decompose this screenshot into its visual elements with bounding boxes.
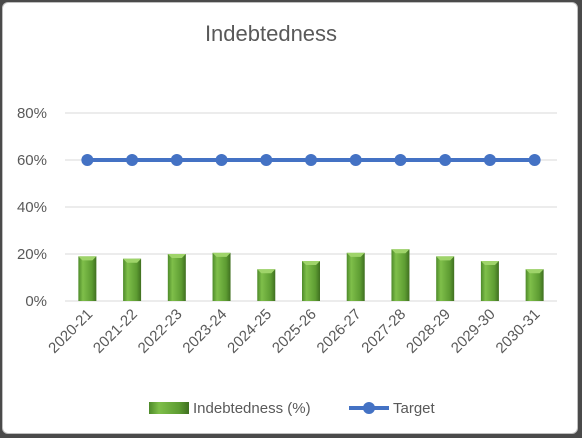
bar-body	[78, 256, 97, 301]
bar-bevel	[436, 256, 455, 261]
bar-bevel	[123, 258, 142, 263]
bar	[302, 261, 320, 301]
bar	[525, 269, 544, 301]
bar-body	[123, 258, 142, 301]
legend: Indebtedness (%) Target	[149, 400, 436, 417]
target-point	[215, 154, 228, 166]
x-tick-label: 2030-31	[493, 306, 544, 357]
target-point	[528, 154, 541, 166]
x-tick-label: 2029-30	[448, 306, 499, 357]
x-tick-label: 2020-21	[45, 306, 96, 357]
legend-swatch-indebtedness	[149, 402, 189, 414]
bar	[436, 256, 455, 301]
target-point	[260, 154, 273, 166]
chart-canvas: Indebtedness 0% 20% 40% 60% 80% 2020-212021-…	[17, 21, 557, 417]
bar	[123, 258, 142, 301]
y-axis-ticks: 0% 20% 40% 60% 80%	[17, 105, 47, 310]
bar-body	[525, 269, 544, 301]
x-tick-label: 2023-24	[179, 306, 230, 357]
x-tick-label: 2027-28	[358, 306, 409, 357]
bar-bevel	[346, 252, 365, 257]
bar	[480, 261, 499, 301]
bar-bevel	[167, 254, 186, 258]
y-tick-label: 60%	[17, 152, 47, 169]
bar	[257, 269, 276, 301]
bar-bevel	[257, 269, 276, 274]
x-axis-ticks: 2020-212021-222022-232023-242024-252025-…	[45, 306, 543, 357]
legend-swatch-target-marker	[363, 402, 375, 414]
bar-bevel	[212, 252, 231, 257]
legend-item-target: Target	[349, 400, 436, 417]
bar-body	[346, 252, 365, 301]
bar	[167, 254, 186, 301]
bar	[212, 252, 231, 301]
target-point	[170, 154, 183, 166]
target-point	[126, 154, 139, 166]
bar-body	[212, 252, 231, 301]
target-point	[439, 154, 452, 166]
y-tick-label: 0%	[25, 293, 47, 310]
chart-title: Indebtedness	[205, 21, 337, 46]
legend-item-indebtedness: Indebtedness (%)	[149, 400, 311, 417]
bar	[346, 252, 365, 301]
bar-bevel	[525, 269, 544, 274]
bar-body	[391, 249, 410, 301]
y-tick-label: 80%	[17, 105, 47, 122]
bar-bevel	[480, 261, 499, 266]
target-point	[81, 154, 94, 166]
legend-label-indebtedness: Indebtedness (%)	[193, 400, 311, 417]
bar-body	[257, 269, 276, 301]
x-tick-label: 2025-26	[269, 306, 320, 357]
x-tick-label: 2024-25	[224, 306, 275, 357]
target-point	[305, 154, 317, 166]
bar-bevel	[78, 256, 97, 261]
target-point	[483, 154, 496, 166]
bar-body	[436, 256, 455, 301]
chart-frame: Indebtedness 0% 20% 40% 60% 80% 2020-21 2021-…	[2, 2, 578, 434]
target-point	[394, 154, 407, 166]
x-tick-label: 2021-22	[90, 306, 141, 357]
bar-body	[167, 254, 186, 301]
bar-body	[480, 261, 499, 301]
y-tick-label: 40%	[17, 199, 47, 216]
y-tick-label: 20%	[17, 246, 47, 263]
bar-bevel	[391, 249, 410, 254]
legend-label-target: Target	[393, 400, 436, 417]
x-tick-label: 2026-27	[314, 306, 365, 357]
bar	[78, 256, 97, 301]
bar-body	[302, 261, 320, 301]
x-tick-label: 2028-29	[403, 306, 454, 357]
target-point	[349, 154, 362, 166]
x-tick-label: 2022-23	[135, 306, 186, 357]
line-series	[81, 154, 541, 166]
bar-series	[78, 249, 544, 301]
bar-bevel	[302, 261, 320, 266]
bar	[391, 249, 410, 301]
